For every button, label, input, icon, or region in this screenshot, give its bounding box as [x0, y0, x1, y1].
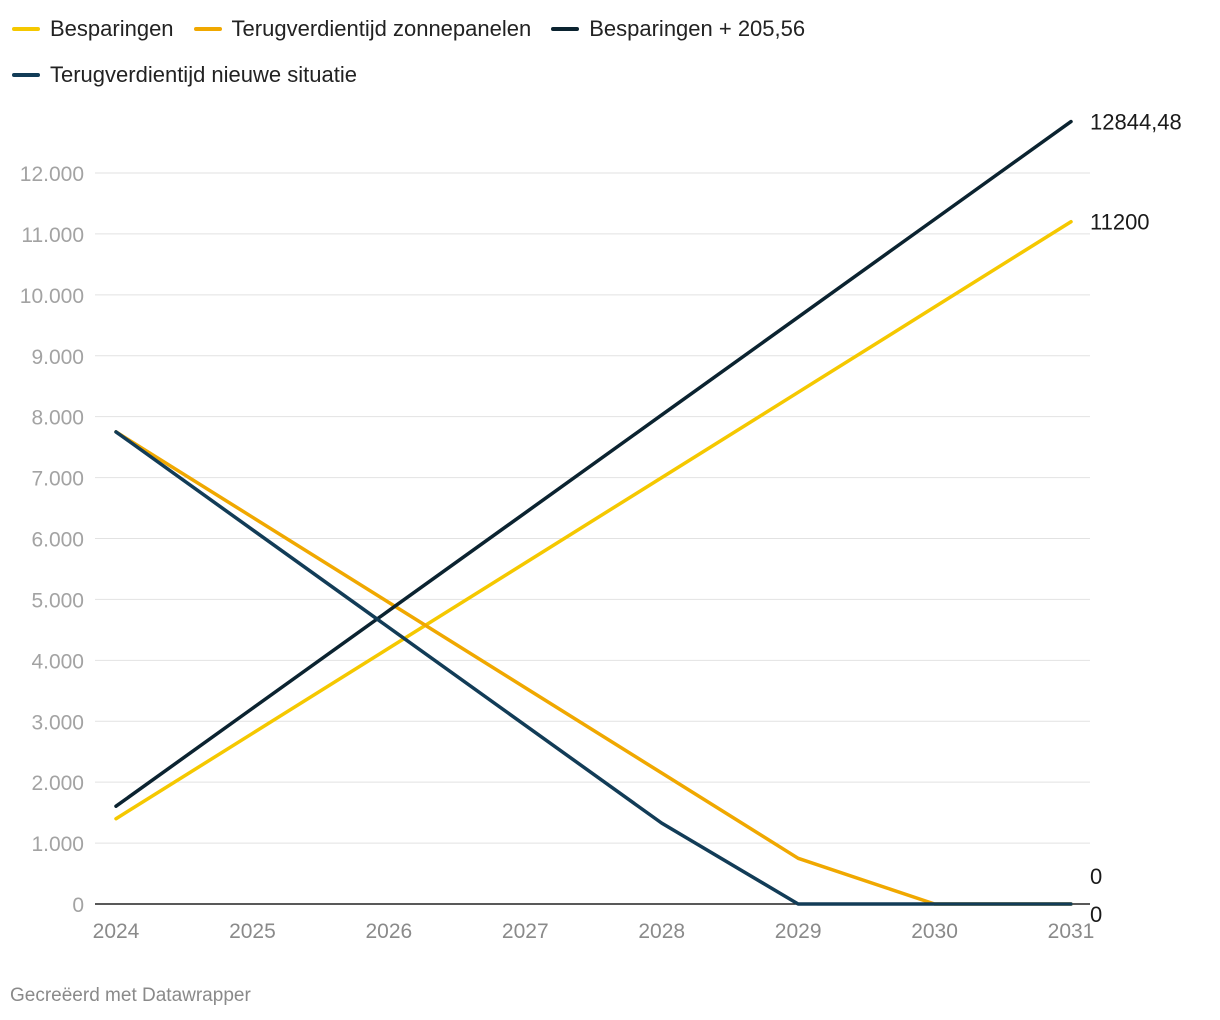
legend-item-besparingen-plus: Besparingen + 205,56 — [551, 16, 805, 42]
legend-item-besparingen: Besparingen — [12, 16, 174, 42]
x-tick-label: 2024 — [93, 920, 140, 943]
y-tick-label: 7.000 — [31, 468, 84, 491]
series-line-3 — [114, 119, 1073, 808]
x-tick-label: 2030 — [911, 920, 958, 943]
y-tick-label: 9.000 — [31, 346, 84, 369]
chart-legend: Besparingen Terugverdientijd zonnepanele… — [12, 16, 912, 88]
legend-swatch-terugverdientijd-zonnepanelen — [193, 27, 222, 31]
legend-label-terugverdientijd-zonnepanelen: Terugverdientijd zonnepanelen — [231, 16, 532, 41]
x-tick-label: 2031 — [1048, 920, 1095, 943]
series-end-label-1: 11200 — [1090, 210, 1150, 235]
legend-item-terugverdientijd-zonnepanelen: Terugverdientijd zonnepanelen — [193, 16, 532, 42]
y-tick-label: 3.000 — [31, 711, 84, 734]
legend-label-terugverdientijd-nieuwe-situatie: Terugverdientijd nieuwe situatie — [50, 62, 357, 87]
series-end-label-2: 0 — [1090, 864, 1102, 889]
legend-swatch-besparingen-plus — [551, 27, 580, 31]
series-end-label-3: 12844,48 — [1090, 110, 1182, 135]
series-end-label-4: 0 — [1090, 902, 1102, 927]
legend-label-besparingen: Besparingen — [50, 16, 174, 41]
y-tick-label: 10.000 — [20, 285, 84, 308]
line-chart: 0 1.000 2.000 3.000 4.000 5.000 6.000 7.000 8.00… — [20, 110, 1182, 943]
y-tick-label: 8.000 — [31, 407, 84, 430]
y-tick-label: 4.000 — [31, 650, 84, 673]
y-tick-label: 11.000 — [21, 224, 84, 247]
footer-credit: Gecreëerd met Datawrapper — [10, 985, 251, 1006]
y-tick-label: 12.000 — [20, 163, 84, 186]
legend-item-terugverdientijd-nieuwe-situatie: Terugverdientijd nieuwe situatie — [12, 62, 357, 88]
legend-label-besparingen-plus: Besparingen + 205,56 — [589, 16, 806, 41]
y-tick-label: 5.000 — [31, 589, 84, 612]
series-line-4 — [114, 430, 1073, 906]
x-tick-label: 2025 — [229, 920, 276, 943]
y-tick-label: 6.000 — [31, 529, 84, 552]
y-tick-label: 0 — [72, 894, 84, 917]
y-tick-label: 2.000 — [31, 772, 84, 795]
legend-swatch-terugverdientijd-nieuwe-situatie — [12, 73, 40, 77]
x-tick-label: 2027 — [502, 920, 549, 943]
legend-swatch-besparingen — [12, 27, 40, 31]
x-tick-label: 2026 — [365, 920, 412, 943]
y-tick-label: 1.000 — [31, 833, 84, 856]
series-line-2 — [114, 430, 1073, 906]
series-line-1 — [114, 219, 1073, 821]
x-tick-label: 2029 — [775, 920, 822, 943]
x-tick-label: 2028 — [638, 920, 685, 943]
